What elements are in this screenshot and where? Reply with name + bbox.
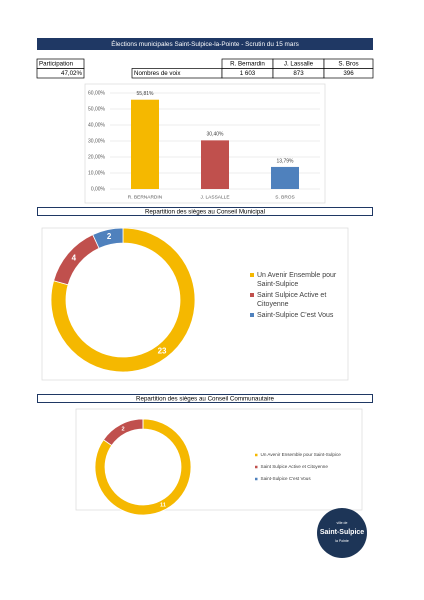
cell [36, 68, 85, 79]
bar [271, 166, 299, 189]
donut-slice [94, 418, 192, 516]
x-tick-label: J. LASSALLE [200, 194, 229, 200]
slice-label: 2 [121, 426, 124, 432]
y-tick-label: 50,00% [88, 106, 106, 112]
vote-count: 1 603 [240, 70, 256, 77]
legend-marker [250, 273, 254, 277]
bar [201, 140, 229, 189]
header-bar [37, 38, 373, 50]
legend-label: Un Avenir Ensemble pour Saint-Sulpice [257, 272, 337, 288]
y-tick-label: 60,00% [88, 90, 106, 96]
candidate-name: S. Bros [338, 61, 358, 68]
donut-slice [92, 227, 124, 249]
vote-count: 873 [293, 70, 304, 77]
donut-slice [50, 227, 196, 373]
candidate-name: J. Lassalle [284, 61, 314, 68]
participation-label: Participation [39, 61, 74, 68]
value-label: 30,40% [207, 132, 225, 138]
slice-label: 23 [158, 346, 167, 355]
logo-bottom: la Pointe [335, 539, 349, 543]
legend-label: Saint Sulpice Active et Citoyenne [257, 292, 326, 308]
participation-value: 47,02% [61, 70, 82, 77]
value-label: 13,79% [277, 158, 295, 164]
y-tick-label: 40,00% [88, 122, 106, 128]
donut-chart: 23 4 2 Un Avenir Ensemble pour Saint-Sulpice… [50, 227, 337, 373]
legend-label: Saint Sulpice Active et Citoyenne [261, 464, 329, 469]
y-tick-label: 10,00% [88, 170, 106, 176]
cell [323, 68, 374, 79]
slice-label: 4 [72, 253, 77, 262]
legend-marker [255, 465, 258, 469]
candidate-name: R. Bernardin [230, 61, 265, 68]
logo [317, 508, 367, 558]
bar-chart: 0,00% 10,00% 20,00% 30,00% 40,00% 50,00% 60,00… [88, 90, 320, 200]
legend-marker [255, 477, 258, 481]
slice-label: 11 [160, 503, 166, 509]
legend-label: Saint-Sulpice C'est Vous [257, 312, 334, 319]
vote-count: 396 [343, 70, 354, 77]
section-title: Repartition des sièges au Conseil Munici… [145, 209, 265, 216]
legend-label: Saint-Sulpice C'est Vous [261, 476, 312, 481]
logo-name: Saint-Sulpice [320, 529, 364, 536]
bar [131, 99, 159, 189]
legend-marker [255, 453, 258, 457]
donut-chart: 11 2 Un Avenir Ensemble pour Saint-Sulpice… [94, 418, 342, 516]
candidate-cells: R. Bernardin 1 603 J. Lassalle 873 S. Bros 39… [221, 58, 374, 79]
y-tick-label: 30,00% [88, 138, 106, 144]
section-inner [38, 395, 372, 402]
slice-label: 2 [107, 232, 112, 241]
section-title: Repartition des sièges au Conseil Commun… [136, 396, 274, 403]
value-label: 55,81% [137, 91, 155, 97]
legend-marker [250, 313, 254, 317]
logo-top: ville de [337, 521, 348, 525]
y-tick-label: 0,00% [91, 186, 106, 192]
votes-label: Nombres de voix [134, 70, 181, 77]
legend-label: Un Avenir Ensemble pour Saint-Sulpice [261, 452, 342, 457]
x-tick-label: S. BROS [275, 194, 294, 200]
section-inner [38, 208, 372, 215]
legend-marker [250, 293, 254, 297]
pie-frame [75, 408, 363, 511]
x-tick-label: R. BERNARDIN [128, 194, 163, 200]
y-tick-label: 20,00% [88, 154, 106, 160]
header-title: Élections municipales Saint-Sulpice-la-P… [111, 39, 299, 48]
